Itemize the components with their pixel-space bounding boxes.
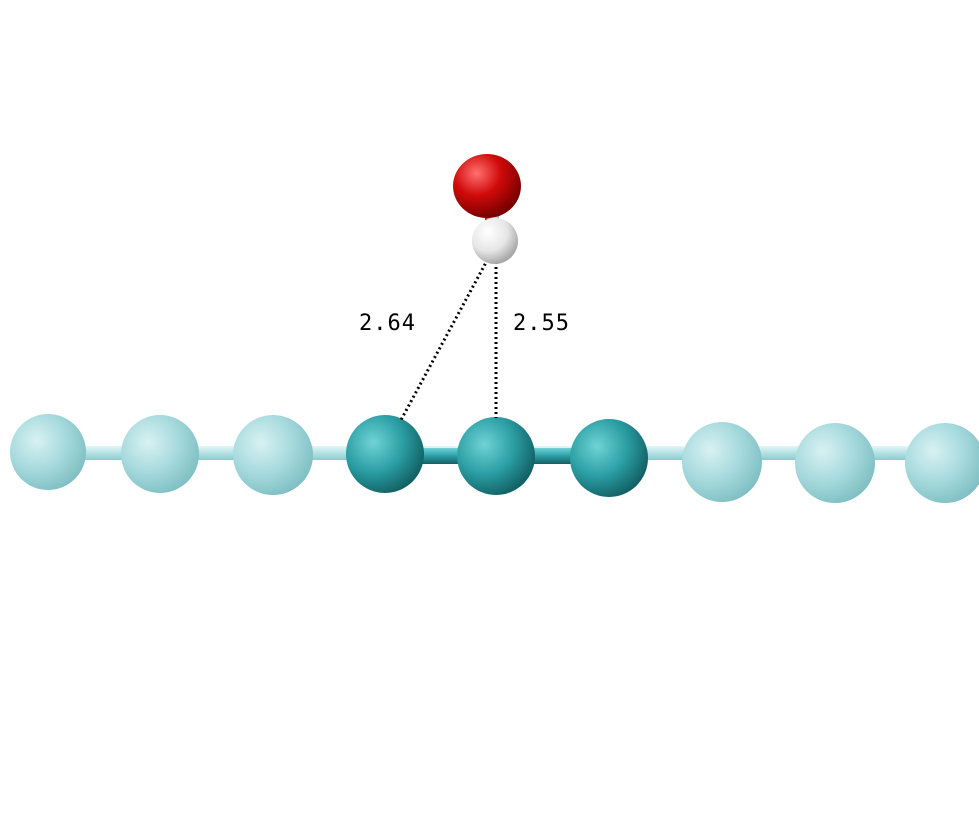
- carbon-atom-highlight: [457, 417, 535, 495]
- carbon-atom: [795, 423, 875, 503]
- distance-line-1: [399, 254, 492, 421]
- carbon-atom: [233, 415, 313, 495]
- carbon-atom-highlight: [346, 415, 424, 493]
- carbon-atom: [905, 423, 979, 503]
- carbon-atom: [121, 415, 199, 493]
- carbon-atom: [682, 422, 762, 502]
- hydroxyl-molecule: [453, 154, 521, 264]
- oxygen-atom: [453, 154, 521, 218]
- highlighted-carbon-atoms: [346, 415, 648, 497]
- distance-label-2: 2.55: [513, 311, 570, 336]
- distance-label-1: 2.64: [359, 311, 416, 336]
- carbon-atom-highlight: [570, 419, 648, 497]
- carbon-atom: [10, 414, 86, 490]
- faded-carbon-atoms-left: [10, 414, 313, 495]
- hydrogen-atom: [472, 218, 518, 264]
- faded-carbon-atoms-right: [682, 422, 979, 503]
- distance-lines: [399, 254, 498, 421]
